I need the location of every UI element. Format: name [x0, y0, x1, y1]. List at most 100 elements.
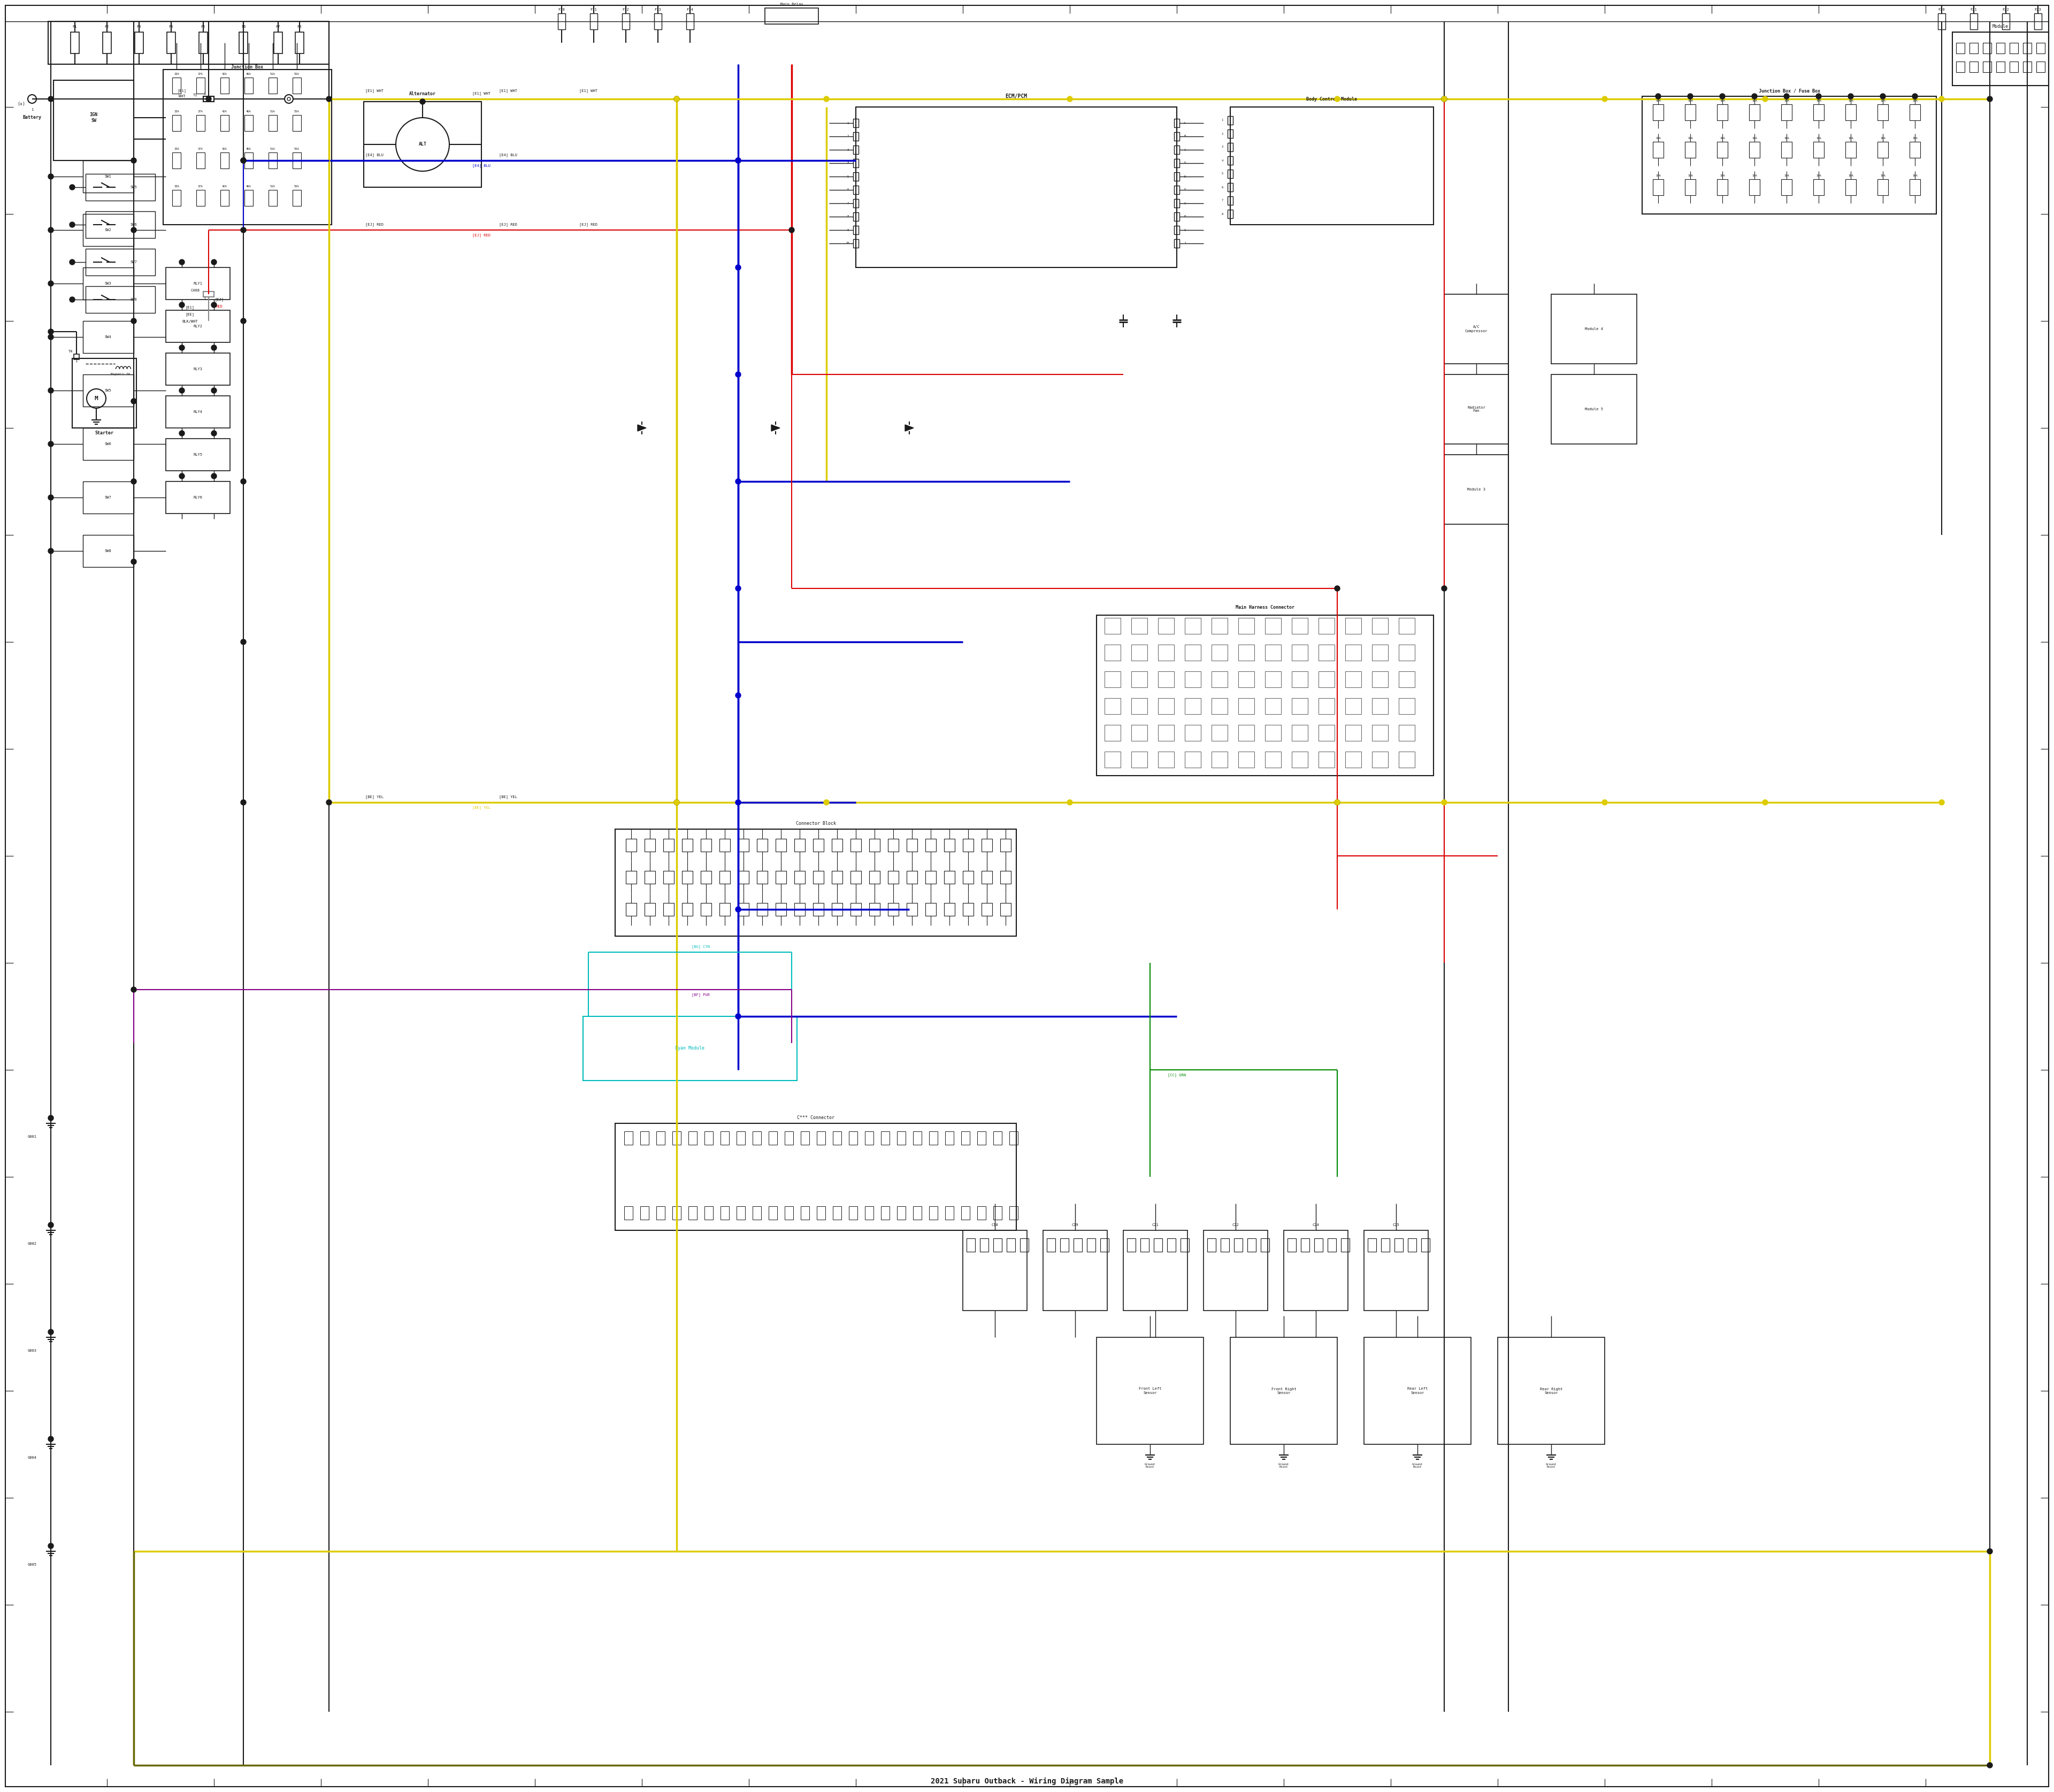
Bar [1175, 186, 1179, 194]
Bar [1175, 145, 1179, 154]
Circle shape [1816, 93, 1822, 99]
Bar [1185, 672, 1202, 688]
Bar [1345, 724, 1362, 740]
Text: Main Relay: Main Relay [781, 2, 803, 5]
Text: 33A: 33A [175, 109, 179, 113]
Bar [852, 213, 859, 220]
Circle shape [1986, 97, 1992, 102]
Circle shape [1986, 1548, 1992, 1554]
Circle shape [1442, 97, 1446, 102]
Bar [752, 1206, 762, 1220]
Bar [1641, 97, 1937, 213]
Text: 37A: 37A [197, 72, 203, 75]
Bar [852, 186, 859, 194]
Bar [869, 871, 879, 883]
Bar [1292, 699, 1308, 715]
Bar [1395, 1238, 1403, 1253]
Bar [1009, 1206, 1019, 1220]
Bar [926, 839, 937, 851]
Text: SW8: SW8 [129, 297, 138, 301]
Bar [945, 871, 955, 883]
Polygon shape [637, 425, 647, 432]
Circle shape [212, 387, 216, 392]
Text: RLY4: RLY4 [193, 410, 203, 414]
Bar [220, 152, 228, 168]
Text: A/C
Compressor: A/C Compressor [1465, 326, 1487, 333]
Bar [1300, 1238, 1310, 1253]
Bar [1021, 1238, 1029, 1253]
Text: F12: F12 [622, 7, 629, 11]
Bar [1844, 142, 1857, 158]
Bar [1368, 1238, 1376, 1253]
Bar [1372, 751, 1389, 767]
Bar [1345, 699, 1362, 715]
Bar [1910, 104, 1920, 120]
Bar [857, 108, 1177, 267]
Circle shape [47, 281, 53, 287]
Bar [1000, 903, 1011, 916]
Bar [1105, 751, 1121, 767]
Bar [1421, 1238, 1430, 1253]
Text: 10A: 10A [1785, 174, 1789, 177]
Bar [963, 903, 974, 916]
Bar [1315, 1238, 1323, 1253]
Bar [926, 871, 937, 883]
Text: F23: F23 [2036, 7, 2042, 11]
Text: 33A: 33A [175, 147, 179, 151]
Circle shape [1752, 93, 1756, 99]
Bar [756, 839, 768, 851]
Text: Connector Block: Connector Block [795, 821, 836, 826]
Bar [1185, 618, 1202, 634]
Circle shape [824, 97, 830, 102]
Circle shape [735, 265, 741, 271]
Bar [1185, 699, 1202, 715]
Circle shape [47, 548, 53, 554]
Bar [737, 839, 750, 851]
Bar [244, 77, 253, 93]
Circle shape [70, 222, 74, 228]
Text: G002: G002 [27, 1242, 37, 1245]
Bar [817, 1131, 826, 1145]
Text: F21: F21 [1970, 7, 1978, 11]
Bar [2023, 61, 2031, 72]
Bar [1750, 104, 1760, 120]
Bar [813, 839, 824, 851]
Bar [719, 839, 729, 851]
Bar [220, 115, 228, 131]
Bar [1228, 143, 1232, 151]
Bar [1239, 724, 1255, 740]
Bar [1175, 213, 1179, 220]
Bar [963, 871, 974, 883]
Text: 10A: 10A [1688, 99, 1692, 102]
Text: [E4] BLU: [E4] BLU [366, 154, 384, 158]
Text: 42A: 42A [222, 109, 228, 113]
Bar [203, 97, 214, 102]
Text: 55A: 55A [294, 185, 300, 188]
Bar [737, 1206, 746, 1220]
Bar [1750, 179, 1760, 195]
Bar [1208, 1238, 1216, 1253]
Bar [1009, 1131, 1019, 1145]
Circle shape [1068, 799, 1072, 805]
Text: G003: G003 [27, 1349, 37, 1353]
Bar [1372, 724, 1389, 740]
Bar [292, 190, 302, 206]
Bar [1814, 104, 1824, 120]
Text: RED: RED [216, 305, 222, 308]
Bar [700, 839, 711, 851]
Circle shape [1719, 93, 1725, 99]
Bar [852, 199, 859, 208]
Bar [994, 1206, 1002, 1220]
Text: C21: C21 [1152, 1224, 1158, 1226]
Bar [1220, 1238, 1228, 1253]
Text: Module: Module [1992, 25, 2009, 29]
Bar [982, 871, 992, 883]
Bar [1653, 142, 1664, 158]
Bar [86, 211, 156, 238]
Bar [82, 321, 134, 353]
Text: [BF] PUR: [BF] PUR [692, 993, 711, 996]
Bar [705, 1206, 713, 1220]
Bar [1684, 142, 1697, 158]
Circle shape [735, 799, 741, 805]
Bar [1877, 179, 1888, 195]
